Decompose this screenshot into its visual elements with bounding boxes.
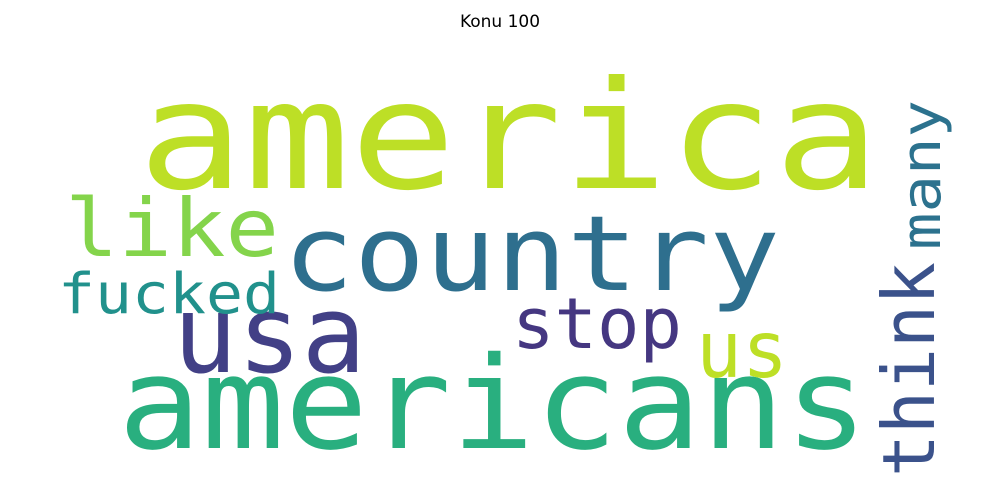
chart-title: Konu 100 xyxy=(459,12,541,32)
word-americans: americans xyxy=(118,330,868,479)
word-think: think xyxy=(867,262,951,477)
word-country: country xyxy=(283,193,780,315)
word-usa: usa xyxy=(173,273,366,398)
word-stop: stop xyxy=(512,283,682,365)
word-like: like xyxy=(65,182,279,275)
word-america: america xyxy=(138,50,880,224)
word-us: us xyxy=(696,306,788,396)
word-many: many xyxy=(890,100,953,250)
word-fucked: fucked xyxy=(58,262,280,327)
